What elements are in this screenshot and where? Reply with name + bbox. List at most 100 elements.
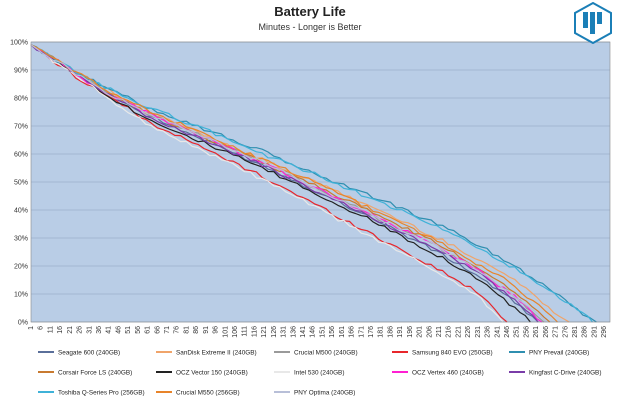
site-logo-icon xyxy=(574,2,612,44)
x-tick-label: 56 xyxy=(135,326,142,334)
x-tick-label: 116 xyxy=(251,326,258,337)
y-tick-label: 40% xyxy=(14,208,28,215)
legend-label: Crucial M550 (256GB) xyxy=(176,389,240,396)
series-line xyxy=(30,44,597,323)
legend-label: SanDisk Extreme II (240GB) xyxy=(176,349,257,356)
x-tick-label: 111 xyxy=(242,326,249,337)
x-tick-label: 41 xyxy=(106,326,113,334)
x-tick-label: 101 xyxy=(222,326,229,338)
legend: Seagate 600 (240GB) SanDisk Extreme II (2… xyxy=(38,349,601,396)
y-tick-label: 10% xyxy=(14,292,28,299)
x-tick-label: 31 xyxy=(86,326,93,334)
legend-label: Crucial M500 (240GB) xyxy=(294,349,358,356)
x-tick-label: 191 xyxy=(397,326,404,338)
chart-title: Battery Life xyxy=(274,4,346,19)
x-tick-label: 166 xyxy=(349,326,356,338)
x-tick-label: 86 xyxy=(193,326,200,334)
x-tick-label: 231 xyxy=(475,326,482,338)
y-tick-label: 30% xyxy=(14,236,28,243)
x-tick-label: 161 xyxy=(339,326,346,338)
x-tick-label: 261 xyxy=(533,326,540,338)
x-tick-label: 241 xyxy=(494,326,501,338)
x-tick-label: 211 xyxy=(436,326,443,337)
x-tick-label: 71 xyxy=(164,326,171,334)
series-line xyxy=(30,44,504,323)
legend-label: Corsair Force LS (240GB) xyxy=(58,369,132,376)
y-tick-label: 80% xyxy=(14,96,28,103)
x-tick-label: 11 xyxy=(47,326,54,333)
x-tick-label: 276 xyxy=(562,326,569,338)
x-tick-label: 146 xyxy=(310,326,317,338)
y-axis-ticks: 0% 10% 20% 30% 40% 50% 60% 70% 80% 90% 100% xyxy=(10,40,28,327)
series-lines xyxy=(30,44,597,323)
y-tick-label: 50% xyxy=(14,180,28,187)
x-tick-label: 121 xyxy=(261,326,268,338)
x-tick-label: 296 xyxy=(601,326,608,338)
x-tick-label: 66 xyxy=(154,326,161,334)
legend-label: PNY Prevail (240GB) xyxy=(529,349,589,356)
x-tick-label: 246 xyxy=(504,326,511,338)
x-tick-label: 151 xyxy=(319,326,326,338)
chart-subtitle: Minutes - Longer is Better xyxy=(258,22,361,32)
legend-label: OCZ Vertex 460 (240GB) xyxy=(412,369,484,376)
x-tick-label: 156 xyxy=(329,326,336,338)
x-tick-label: 91 xyxy=(203,326,210,334)
x-tick-label: 131 xyxy=(281,326,288,338)
x-tick-label: 126 xyxy=(271,326,278,338)
x-tick-label: 201 xyxy=(417,326,424,338)
x-tick-label: 141 xyxy=(300,326,307,338)
legend-label: Samsung 840 EVO (250GB) xyxy=(412,349,493,356)
series-line xyxy=(30,44,547,323)
x-tick-label: 61 xyxy=(145,326,152,334)
x-tick-label: 106 xyxy=(232,326,239,338)
x-tick-label: 286 xyxy=(582,326,589,338)
x-tick-label: 271 xyxy=(553,326,560,338)
x-tick-label: 96 xyxy=(213,326,220,334)
x-tick-label: 81 xyxy=(183,326,190,334)
legend-label: Toshiba Q-Series Pro (256GB) xyxy=(58,389,145,396)
x-tick-label: 206 xyxy=(426,326,433,338)
y-tick-label: 0% xyxy=(18,320,28,327)
x-tick-label: 171 xyxy=(358,326,365,338)
x-tick-label: 51 xyxy=(125,326,132,334)
x-tick-label: 256 xyxy=(523,326,530,338)
x-tick-label: 251 xyxy=(514,326,521,338)
x-tick-label: 176 xyxy=(368,326,375,338)
legend-label: Intel 530 (240GB) xyxy=(294,369,344,376)
x-tick-label: 136 xyxy=(290,326,297,338)
x-tick-label: 226 xyxy=(465,326,472,338)
series-line xyxy=(30,44,593,323)
y-tick-label: 70% xyxy=(14,124,28,131)
series-line xyxy=(30,44,531,323)
x-tick-label: 266 xyxy=(543,326,550,338)
x-tick-label: 181 xyxy=(378,326,385,338)
x-tick-label: 196 xyxy=(407,326,414,338)
x-tick-label: 186 xyxy=(387,326,394,338)
x-tick-label: 6 xyxy=(38,326,45,330)
x-tick-label: 76 xyxy=(174,326,181,334)
y-tick-label: 20% xyxy=(14,264,28,271)
y-tick-label: 100% xyxy=(10,40,28,47)
legend-label: Seagate 600 (240GB) xyxy=(58,349,120,356)
x-tick-label: 21 xyxy=(67,326,74,334)
x-tick-label: 26 xyxy=(77,326,84,334)
legend-label: OCZ Vector 150 (240GB) xyxy=(176,369,248,376)
x-tick-label: 36 xyxy=(96,326,103,334)
y-tick-label: 90% xyxy=(14,68,28,75)
legend-label: Kingfast C-Drive (240GB) xyxy=(529,369,601,376)
series-line xyxy=(30,44,543,323)
x-tick-label: 236 xyxy=(485,326,492,338)
x-tick-label: 291 xyxy=(591,326,598,338)
y-tick-label: 60% xyxy=(14,152,28,159)
x-tick-label: 221 xyxy=(455,326,462,338)
x-axis-ticks: 1 6 11 16 21 26 31 36 41 46 51 56 61 66 71 76 81 86 91 96 10… xyxy=(28,326,608,338)
x-tick-label: 16 xyxy=(57,326,64,334)
x-tick-label: 1 xyxy=(28,326,35,330)
x-tick-label: 46 xyxy=(115,326,122,334)
x-tick-label: 281 xyxy=(572,326,579,338)
legend-label: PNY Optima (240GB) xyxy=(294,389,355,396)
series-line xyxy=(30,44,558,323)
x-tick-label: 216 xyxy=(446,326,453,338)
